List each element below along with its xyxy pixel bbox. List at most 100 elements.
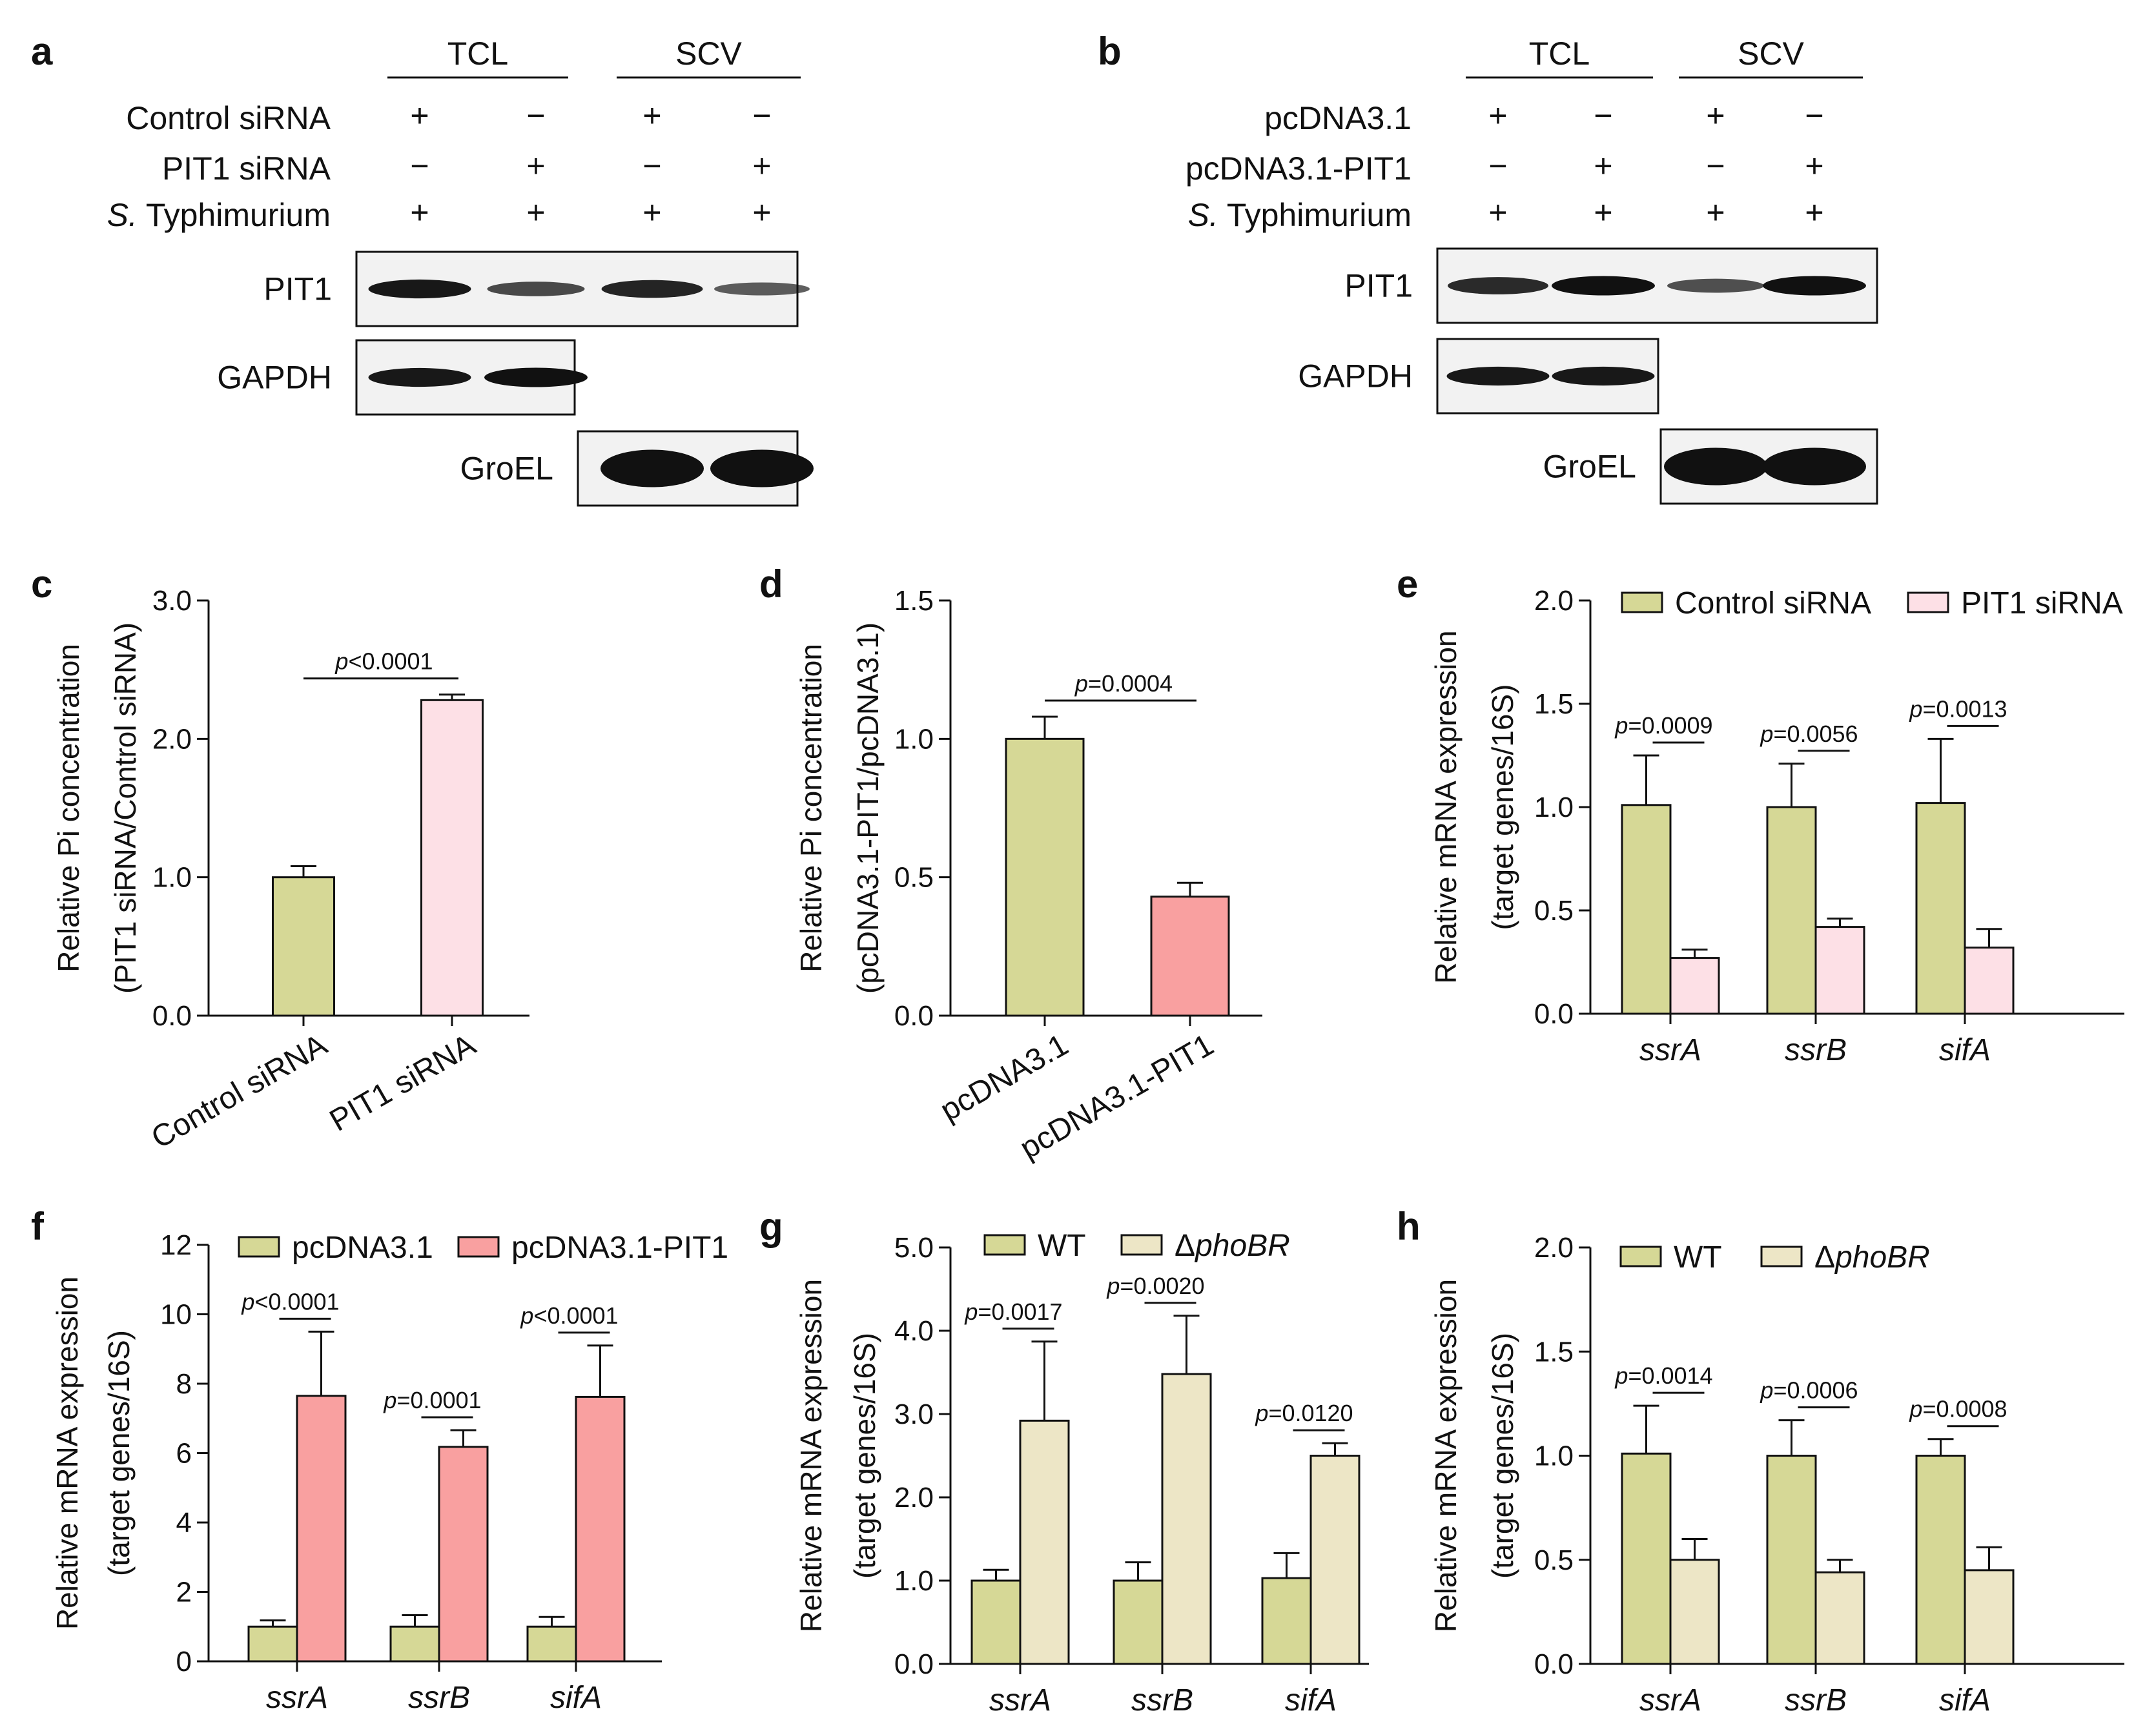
bar [1019, 1419, 1070, 1665]
treatment-sign: + [1805, 194, 1823, 231]
treatment-label-part-0: pcDNA3.1 [1264, 100, 1412, 136]
bar [526, 1625, 577, 1663]
y-tick-label: 10 [160, 1299, 192, 1331]
y-tick-label: 2.0 [1534, 585, 1574, 617]
panel-letter-b: b [1098, 30, 1122, 73]
x-category-label: ssrB [1785, 1033, 1847, 1067]
chart-panel-g: g 0.0 1.0 2.0 3.0 4.0 5.0 Relative mRNA express… [759, 1205, 1369, 1718]
legend-label-part-0: WT [1674, 1240, 1722, 1275]
p-value-label-part-0: p [1909, 1396, 1922, 1422]
x-category-label: Control siRNA [146, 1028, 333, 1156]
blot-label-groel: GroEL [460, 451, 553, 487]
y-axis-label: (pcDNA3.1-PIT1/pcDNA3.1) [851, 622, 885, 994]
p-value-label-part-0: p [1760, 1377, 1773, 1404]
bar [1150, 896, 1230, 1017]
legend-swatch [238, 1236, 280, 1258]
legend-swatch [1621, 591, 1663, 613]
y-tick-label: 1.0 [1534, 792, 1574, 823]
y-tick-label: 0 [176, 1646, 192, 1677]
blot-band [1763, 276, 1866, 296]
legend-label-part-0: Δ [1814, 1240, 1835, 1275]
bar [247, 1625, 298, 1663]
blot-band [1448, 277, 1548, 294]
treatment-sign: + [526, 148, 545, 184]
bar [1915, 802, 1966, 1015]
y-tick-label: 0.0 [894, 1000, 934, 1032]
treatment-sign: + [410, 97, 429, 134]
treatment-label-part-0: PIT1 siRNA [162, 150, 331, 187]
p-value-label-part-1: =0.0056 [1773, 721, 1858, 747]
y-tick-label: 0.5 [1534, 1544, 1574, 1576]
treatment-sign: + [1706, 97, 1725, 134]
bar [1964, 947, 2015, 1015]
blot-band [1667, 278, 1764, 293]
bar [575, 1395, 626, 1663]
legend-label-part-0: WT [1038, 1229, 1086, 1263]
bar [1005, 737, 1085, 1017]
p-value-label-part-1: <0.0001 [348, 648, 433, 675]
legend-label: Control siRNA [1675, 586, 1871, 620]
treatment-sign: − [1488, 148, 1507, 184]
legend-label-part-1: phoBR [1834, 1240, 1930, 1275]
y-axis-label: (target genes/16S) [102, 1330, 136, 1576]
treatment-label-part-0: S. [1188, 197, 1218, 233]
p-value-label-part-1: <0.0001 [254, 1288, 339, 1315]
blot-band [368, 279, 471, 299]
bar [438, 1446, 489, 1663]
legend-swatch [983, 1234, 1026, 1256]
y-axis-label: (target genes/16S) [848, 1333, 881, 1579]
legend-label-part-0: PIT1 siRNA [1961, 586, 2123, 620]
legend-label-part-1: phoBR [1194, 1229, 1290, 1263]
bar [1766, 1455, 1817, 1665]
blot-band [1664, 447, 1767, 486]
p-value-label-part-0: p [1614, 712, 1628, 739]
p-value-label-part-0: p [1106, 1273, 1120, 1299]
treatment-label-part-1: Typhimurium [1218, 197, 1412, 233]
bar [420, 699, 484, 1017]
blot-band [710, 449, 814, 487]
x-category-label: ssrB [408, 1681, 470, 1715]
p-value-label-part-1: =0.0013 [1922, 695, 2007, 722]
p-value-label-part-0: p [1909, 695, 1922, 722]
x-category-label: ssrA [1639, 1683, 1701, 1718]
y-tick-label: 0.0 [1534, 1648, 1574, 1680]
blot-band [1552, 276, 1655, 296]
p-value-label-part-1: =0.0017 [978, 1298, 1062, 1325]
blot-band [368, 367, 471, 387]
x-category-label: PIT1 siRNA [324, 1028, 482, 1138]
treatment-label: pcDNA3.1-PIT1 [1186, 150, 1412, 187]
legend-label-part-0: pcDNA3.1-PIT1 [511, 1231, 728, 1265]
y-tick-label: 2 [176, 1577, 192, 1608]
blot-band [601, 280, 703, 298]
legend-swatch [457, 1236, 500, 1258]
y-axis-label: Relative mRNA expression [794, 1279, 828, 1632]
treatment-sign: − [410, 148, 429, 184]
bar [1113, 1579, 1164, 1665]
x-category-label: sifA [550, 1681, 602, 1715]
p-value-label: p=0.0120 [1255, 1400, 1353, 1426]
bar [1814, 926, 1865, 1015]
x-category-label: ssrA [266, 1681, 328, 1715]
legend-label-part-0: pcDNA3.1 [292, 1231, 433, 1265]
y-tick-label: 4.0 [894, 1315, 934, 1347]
bar [1669, 1559, 1720, 1665]
bar [272, 876, 335, 1017]
p-value-label: p=0.0056 [1760, 721, 1858, 747]
y-tick-label: 4 [176, 1507, 192, 1539]
treatment-sign: − [526, 97, 545, 134]
p-value-label: p=0.0017 [964, 1298, 1062, 1325]
y-tick-label: 5.0 [894, 1232, 934, 1264]
treatment-label-part-0: pcDNA3.1-PIT1 [1186, 150, 1412, 187]
p-value-label-part-0: p [1614, 1362, 1628, 1389]
p-value-label-part-1: =0.0020 [1120, 1273, 1204, 1299]
p-value-label-part-0: p [520, 1302, 533, 1329]
legend-label: pcDNA3.1-PIT1 [511, 1231, 728, 1265]
treatment-label: S. Typhimurium [1188, 197, 1412, 233]
bar [1161, 1373, 1212, 1665]
p-value-label: p=0.0014 [1614, 1362, 1712, 1389]
x-category-label: sifA [1939, 1033, 1991, 1067]
p-value-label: p=0.0009 [1614, 712, 1712, 739]
p-value-label-part-1: =0.0008 [1922, 1396, 2007, 1422]
treatment-sign: + [642, 194, 661, 231]
chart-panel-e: e 0.0 0.5 1.0 1.5 2.0 Relative mRNA expression… [1397, 562, 2124, 1067]
